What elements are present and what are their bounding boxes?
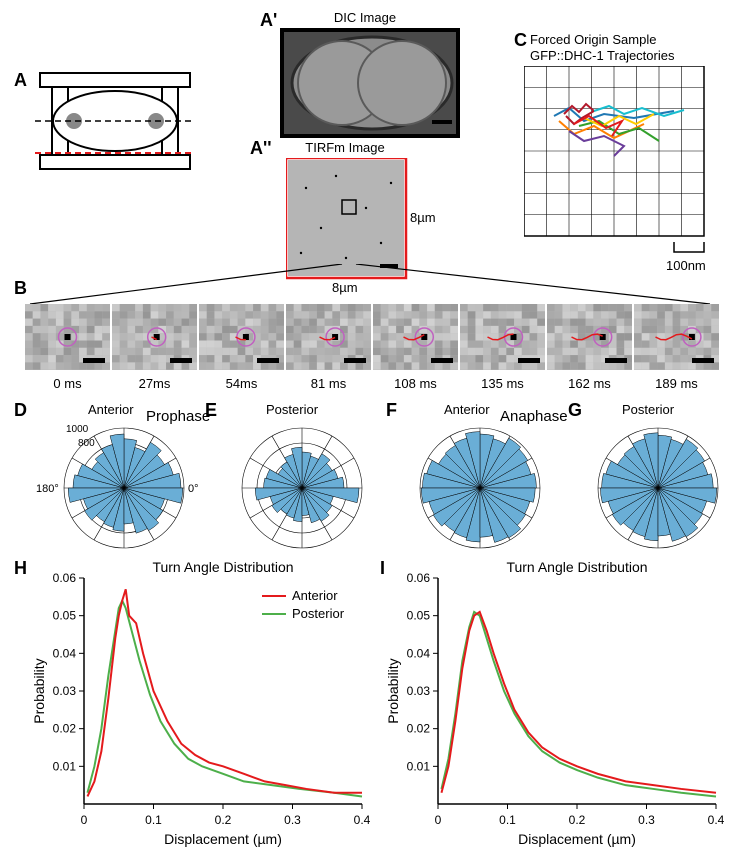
dic-title: DIC Image (285, 10, 445, 25)
svg-text:0.3: 0.3 (284, 813, 301, 827)
svg-text:Displacement (µm): Displacement (µm) (518, 831, 636, 847)
svg-text:0.1: 0.1 (145, 813, 162, 827)
svg-text:Posterior: Posterior (622, 402, 675, 417)
svg-text:Turn Angle Distribution: Turn Angle Distribution (152, 559, 293, 575)
anaphase-label: Anaphase (500, 408, 568, 425)
panel-A-schematic (30, 65, 200, 175)
svg-text:Anterior: Anterior (444, 402, 490, 417)
svg-text:54ms: 54ms (226, 376, 258, 391)
svg-text:0.05: 0.05 (407, 609, 431, 623)
svg-text:Posterior: Posterior (292, 606, 345, 621)
label-App: A'' (250, 138, 272, 159)
label-A: A (14, 70, 27, 91)
svg-text:135 ms: 135 ms (481, 376, 524, 391)
svg-text:0.04: 0.04 (53, 646, 77, 660)
svg-text:0.06: 0.06 (53, 571, 77, 585)
svg-text:0: 0 (435, 813, 442, 827)
svg-text:0.3: 0.3 (638, 813, 655, 827)
svg-text:Displacement (µm): Displacement (µm) (164, 831, 282, 847)
trajectory-plot (524, 66, 724, 266)
panel-B-strip: 0 ms 27ms 54ms 81 ms 108 ms 135 ms 162 ms 189 m… (24, 304, 720, 394)
svg-text:108 ms: 108 ms (394, 376, 437, 391)
svg-text:Turn Angle Distribution: Turn Angle Distribution (506, 559, 647, 575)
dic-image (280, 28, 460, 138)
svg-text:0.2: 0.2 (569, 813, 586, 827)
svg-text:0.06: 0.06 (407, 571, 431, 585)
svg-text:Anterior: Anterior (88, 402, 134, 417)
svg-text:0: 0 (81, 813, 88, 827)
svg-text:800: 800 (78, 438, 95, 449)
svg-text:Anterior: Anterior (292, 588, 338, 603)
svg-text:1000: 1000 (66, 424, 89, 435)
svg-text:0 ms: 0 ms (53, 376, 82, 391)
svg-text:0°: 0° (188, 483, 199, 495)
label-Ap: A' (260, 10, 277, 31)
svg-text:0.05: 0.05 (53, 609, 77, 623)
svg-text:0.03: 0.03 (53, 684, 77, 698)
svg-text:0.1: 0.1 (499, 813, 516, 827)
figure-root: A A' A'' C B D E F G H I DIC Image TIRFm… (10, 10, 726, 852)
traj-scale: 100nm (666, 258, 706, 273)
traj-title2: GFP::DHC-1 Trajectories (530, 48, 730, 63)
svg-text:Probability: Probability (385, 658, 401, 723)
svg-text:162 ms: 162 ms (568, 376, 611, 391)
svg-text:0.03: 0.03 (407, 684, 431, 698)
svg-text:81 ms: 81 ms (311, 376, 347, 391)
chart-I: Turn Angle Distribution 0.01 0.02 0.03 0.04 0… (384, 558, 726, 848)
svg-text:Probability: Probability (31, 658, 47, 723)
svg-text:180°: 180° (36, 483, 59, 495)
svg-text:0.4: 0.4 (708, 813, 725, 827)
svg-text:0.01: 0.01 (53, 759, 77, 773)
traj-title1: Forced Origin Sample (530, 32, 720, 47)
tirfm-title: TIRFm Image (285, 140, 405, 155)
prophase-label: Prophase (146, 408, 210, 425)
svg-text:0.04: 0.04 (407, 646, 431, 660)
svg-text:0.4: 0.4 (354, 813, 371, 827)
rose-row: Anterior 1000 800 180° 0° Posterior Anterior Po… (10, 400, 726, 556)
label-C: C (514, 30, 527, 51)
svg-text:Posterior: Posterior (266, 402, 319, 417)
svg-text:0.01: 0.01 (407, 759, 431, 773)
tirfm-dim-right: 8µm (410, 210, 436, 225)
svg-text:27ms: 27ms (139, 376, 171, 391)
chart-H: Turn Angle Distribution 0.01 0.02 0.03 0.04 0… (30, 558, 372, 848)
label-H: H (14, 558, 27, 579)
svg-text:0.2: 0.2 (215, 813, 232, 827)
svg-text:0.02: 0.02 (407, 722, 431, 736)
svg-text:189 ms: 189 ms (655, 376, 698, 391)
svg-text:0.02: 0.02 (53, 722, 77, 736)
